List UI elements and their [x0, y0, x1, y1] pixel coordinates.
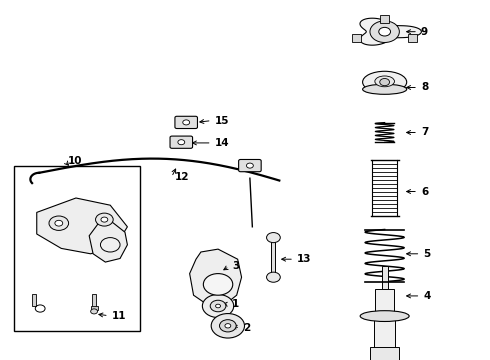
Circle shape: [267, 233, 280, 243]
Ellipse shape: [363, 71, 407, 93]
Text: 7: 7: [421, 127, 428, 138]
Bar: [408, 34, 417, 42]
Bar: [14, 166, 140, 331]
Text: 14: 14: [215, 138, 229, 148]
Text: 10: 10: [68, 156, 82, 166]
Polygon shape: [360, 18, 421, 45]
Circle shape: [220, 320, 236, 332]
Circle shape: [183, 120, 190, 125]
Circle shape: [100, 238, 120, 252]
Circle shape: [225, 324, 231, 328]
Circle shape: [202, 294, 234, 318]
Text: 13: 13: [297, 254, 312, 264]
Bar: [32, 294, 36, 306]
FancyBboxPatch shape: [239, 159, 261, 172]
Text: 9: 9: [421, 27, 428, 37]
Bar: [370, 347, 399, 360]
Circle shape: [203, 274, 233, 295]
Text: 4: 4: [423, 291, 431, 301]
Bar: [92, 294, 96, 308]
Circle shape: [216, 304, 220, 308]
Text: 1: 1: [232, 299, 240, 309]
Text: 6: 6: [421, 186, 428, 197]
Text: 3: 3: [232, 261, 240, 271]
Polygon shape: [89, 222, 127, 262]
Bar: [352, 34, 361, 42]
Circle shape: [246, 163, 253, 168]
Circle shape: [91, 309, 98, 314]
FancyBboxPatch shape: [170, 136, 193, 148]
Circle shape: [96, 213, 113, 226]
Text: 2: 2: [243, 323, 250, 333]
Bar: [374, 316, 395, 348]
Circle shape: [49, 216, 69, 230]
Polygon shape: [190, 249, 242, 305]
Circle shape: [267, 272, 280, 282]
Bar: [382, 266, 388, 289]
Bar: [91, 306, 98, 310]
Circle shape: [380, 78, 390, 86]
Circle shape: [379, 27, 391, 36]
Circle shape: [55, 220, 63, 226]
Circle shape: [101, 217, 108, 222]
Text: 5: 5: [423, 249, 431, 259]
Ellipse shape: [360, 311, 409, 321]
Circle shape: [210, 300, 226, 312]
Circle shape: [370, 21, 399, 42]
FancyBboxPatch shape: [175, 116, 197, 129]
Bar: [380, 15, 389, 23]
Text: 12: 12: [174, 172, 189, 182]
Text: 8: 8: [421, 82, 428, 93]
Bar: [271, 238, 275, 277]
Text: 15: 15: [215, 116, 229, 126]
Polygon shape: [37, 198, 127, 254]
Circle shape: [211, 314, 245, 338]
Ellipse shape: [363, 84, 407, 94]
Circle shape: [178, 140, 185, 145]
Text: 11: 11: [112, 311, 126, 321]
Ellipse shape: [375, 76, 394, 87]
Bar: [375, 289, 394, 316]
